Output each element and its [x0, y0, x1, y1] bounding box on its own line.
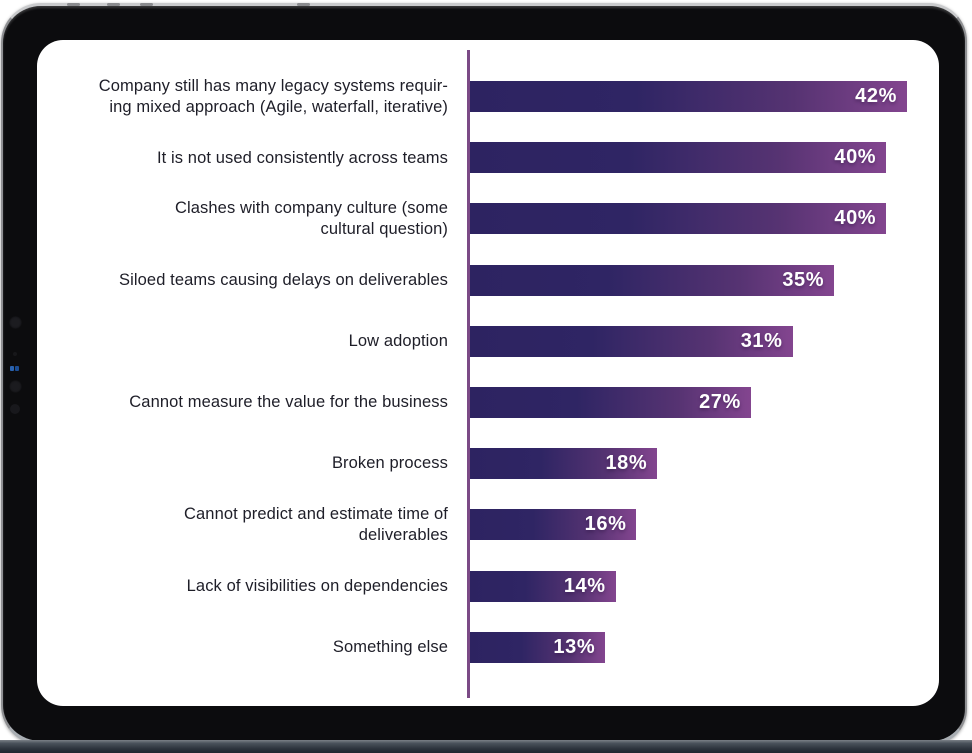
category-label: Something else: [332, 638, 448, 657]
table-surface-strip: [0, 740, 972, 753]
bar: 18%: [470, 448, 658, 480]
bar-track: 16%: [470, 509, 907, 541]
category-label: Company still has many legacy systems re…: [98, 77, 448, 116]
category-label: Lack of visibilities on dependencies: [186, 576, 448, 595]
bar: 42%: [470, 81, 907, 113]
chart-row: Siloed teams causing delays on deliverab…: [37, 250, 939, 311]
bar: 16%: [470, 509, 637, 541]
sensor-led-icon: [15, 366, 19, 371]
bar-value-label: 35%: [782, 268, 825, 291]
chart-row: Something else 13%: [37, 617, 939, 678]
top-edge-button-notch: [140, 3, 153, 6]
category-label: Cannot measure the value for the busines…: [129, 393, 448, 412]
chart-row: Clashes with company culture (some cultu…: [37, 188, 939, 249]
chart-row: Company still has many legacy systems re…: [37, 66, 939, 127]
bar-chart: Company still has many legacy systems re…: [37, 66, 939, 678]
camera-lens-icon: [9, 316, 22, 329]
chart-row: Broken process 18%: [37, 433, 939, 494]
category-label: Broken process: [331, 454, 448, 473]
bar: 40%: [470, 142, 887, 174]
bar-track: 40%: [470, 142, 907, 174]
top-edge-button-notch: [67, 3, 80, 6]
bar-value-label: 13%: [553, 635, 596, 658]
bar: 27%: [470, 387, 751, 419]
chart-row: Lack of visibilities on dependencies 14%: [37, 556, 939, 617]
bar-track: 13%: [470, 631, 907, 663]
bar: 31%: [470, 325, 793, 357]
bar-track: 27%: [470, 387, 907, 419]
category-label: Low adoption: [348, 332, 448, 351]
category-label: Cannot predict and estimate time of deli…: [184, 505, 448, 544]
bar-track: 40%: [470, 203, 907, 235]
bar-track: 35%: [470, 264, 907, 296]
bar-track: 42%: [470, 81, 907, 113]
chart-row: Low adoption 31%: [37, 311, 939, 372]
bar: 40%: [470, 203, 887, 235]
bar-value-label: 18%: [605, 452, 648, 475]
bar-track: 18%: [470, 448, 907, 480]
bar: 14%: [470, 570, 616, 602]
sensor-led-icon: [10, 366, 14, 371]
bar-value-label: 40%: [834, 146, 877, 169]
sensor-dot-icon: [10, 404, 20, 414]
bar-value-label: 14%: [563, 574, 606, 597]
chart-axis-line: [467, 50, 470, 698]
category-label: It is not used consistently across teams: [156, 148, 448, 167]
chart-row: Cannot predict and estimate time of deli…: [37, 494, 939, 555]
camera-lens-icon: [9, 380, 22, 393]
chart-row: Cannot measure the value for the busines…: [37, 372, 939, 433]
bar: 13%: [470, 631, 606, 663]
tablet-device-frame: Company still has many legacy systems re…: [1, 3, 967, 745]
tablet-screen: Company still has many legacy systems re…: [37, 40, 939, 706]
chart-row: It is not used consistently across teams…: [37, 127, 939, 188]
bar-value-label: 16%: [584, 513, 627, 536]
category-label: Siloed teams causing delays on deliverab…: [119, 270, 448, 289]
bar-value-label: 31%: [740, 329, 783, 352]
bar-track: 31%: [470, 325, 907, 357]
bar: 35%: [470, 264, 835, 296]
front-camera-cluster: [7, 316, 25, 426]
top-edge-button-notch: [297, 3, 310, 6]
sensor-dot-icon: [13, 352, 17, 356]
category-label: Clashes with company culture (some cultu…: [174, 199, 448, 238]
bar-value-label: 42%: [855, 85, 897, 108]
bar-value-label: 27%: [699, 391, 741, 414]
top-edge-button-notch: [107, 3, 120, 6]
bar-value-label: 40%: [834, 207, 877, 230]
bar-track: 14%: [470, 570, 907, 602]
